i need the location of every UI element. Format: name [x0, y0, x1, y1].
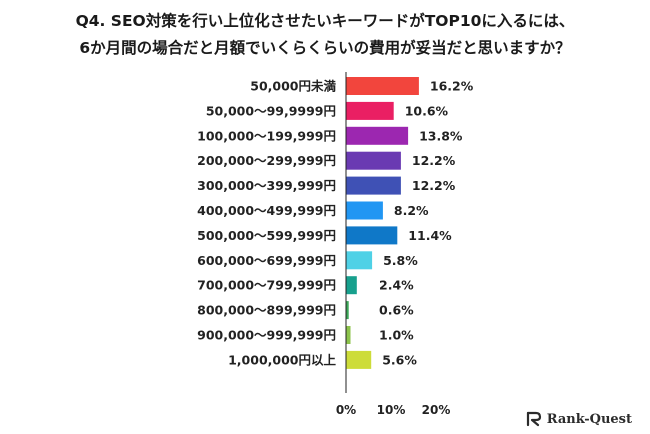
- category-label: 700,000〜799,999円: [197, 278, 336, 293]
- value-label: 5.6%: [382, 352, 417, 367]
- brand-logo: Rank-Quest: [525, 410, 632, 428]
- value-label: 11.4%: [408, 228, 452, 243]
- value-label: 2.4%: [379, 278, 414, 293]
- bar: [346, 77, 419, 95]
- bar: [346, 251, 373, 270]
- value-label: 12.2%: [412, 178, 456, 193]
- title-line-1: Q4. SEO対策を行い上位化させたいキーワードがTOP10に入るには、: [75, 12, 575, 30]
- category-label: 50,000円未満: [250, 79, 336, 94]
- bar: [346, 126, 409, 145]
- bar: [346, 151, 401, 170]
- value-label: 12.2%: [412, 153, 456, 168]
- value-label: 0.6%: [379, 303, 414, 318]
- bar: [346, 101, 394, 120]
- bar: [346, 301, 349, 320]
- bar: [346, 326, 351, 344]
- value-label: 13.8%: [419, 128, 463, 143]
- category-label: 600,000〜699,999円: [197, 253, 336, 268]
- category-label: 400,000〜499,999円: [197, 203, 336, 218]
- x-tick-label: 0%: [336, 403, 356, 417]
- category-label: 200,000〜299,999円: [197, 153, 336, 168]
- category-label: 300,000〜399,999円: [197, 178, 336, 193]
- x-tick-label: 10%: [377, 403, 406, 417]
- brand-name: Rank-Quest: [546, 411, 632, 427]
- value-label: 1.0%: [379, 328, 414, 343]
- value-label: 10.6%: [405, 103, 449, 118]
- category-label: 100,000〜199,999円: [197, 128, 336, 143]
- chart-title: Q4. SEO対策を行い上位化させたいキーワードがTOP10に入るには、 6か月…: [0, 8, 650, 62]
- rank-quest-logo-icon: [526, 411, 541, 427]
- category-label: 800,000〜899,999円: [197, 303, 336, 318]
- bar: [346, 176, 401, 195]
- value-label: 8.2%: [394, 203, 429, 218]
- x-tick-label: 20%: [422, 403, 451, 417]
- category-label: 50,000〜99,9999円: [206, 103, 336, 118]
- value-label: 16.2%: [430, 79, 474, 94]
- category-label: 500,000〜599,999円: [197, 228, 336, 243]
- bar: [346, 276, 357, 295]
- category-label: 900,000〜999,999円: [197, 328, 336, 343]
- value-label: 5.8%: [383, 253, 418, 268]
- bar: [346, 201, 383, 220]
- bar: [346, 350, 372, 369]
- category-label: 1,000,000円以上: [228, 352, 336, 367]
- bar: [346, 226, 398, 245]
- title-line-2: 6か月間の場合だと月額でいくらくらいの費用が妥当だと思いますか？: [79, 39, 571, 57]
